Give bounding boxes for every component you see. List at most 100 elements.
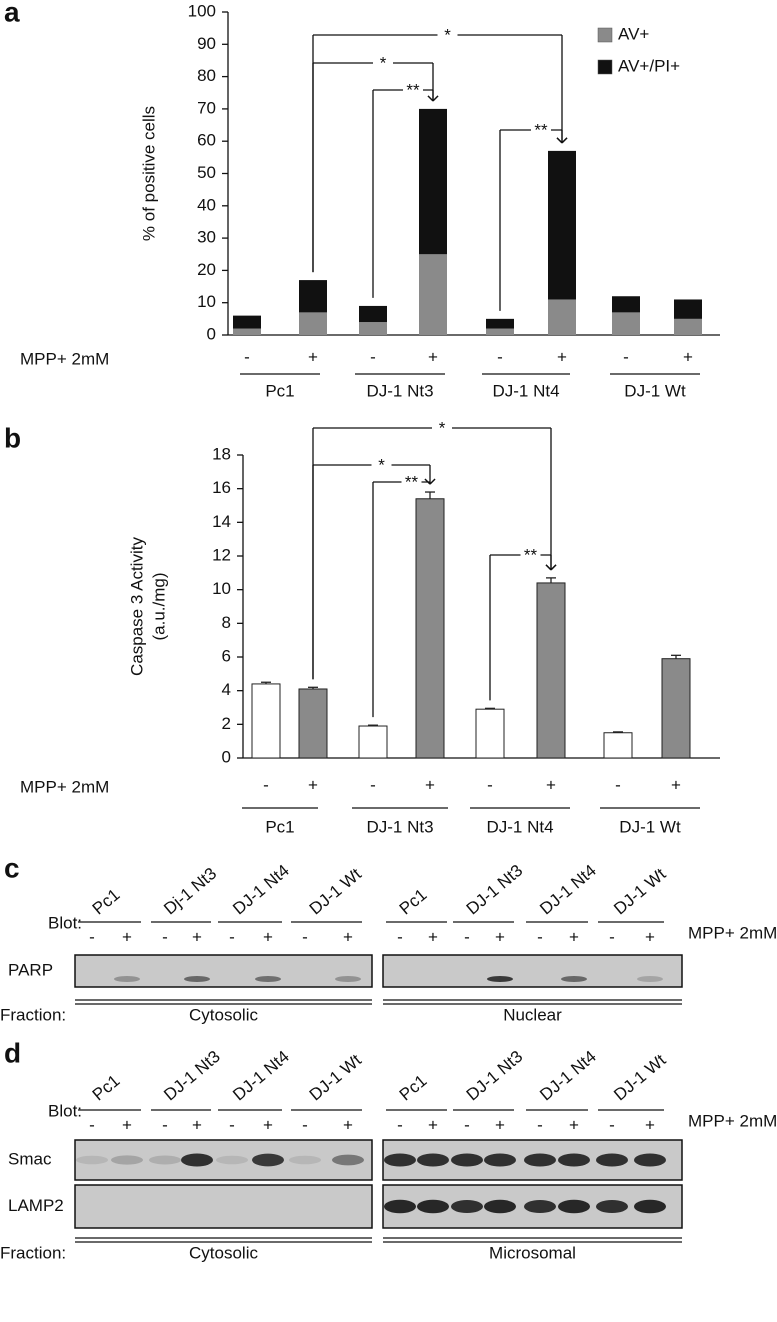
lane-sign: + bbox=[122, 927, 132, 946]
lane-sign: - bbox=[464, 1115, 470, 1134]
lane-sign: + bbox=[263, 1115, 273, 1134]
y-tick-label: 18 bbox=[212, 444, 231, 463]
legend-label: AV+/PI+ bbox=[618, 56, 680, 75]
y-tick-label: 30 bbox=[197, 228, 216, 247]
band bbox=[181, 1153, 213, 1167]
y-tick-label: 4 bbox=[222, 680, 231, 699]
lane-group-label: DJ-1 Nt3 bbox=[463, 861, 527, 919]
treatment-label: MPP+ 2mM bbox=[688, 1111, 777, 1130]
band bbox=[332, 1154, 364, 1166]
lane-sign: - bbox=[89, 1115, 95, 1134]
annotation-bg bbox=[437, 28, 458, 42]
bar bbox=[536, 582, 566, 759]
fraction-label: Fraction: bbox=[0, 1005, 66, 1024]
band bbox=[289, 1155, 321, 1165]
band bbox=[634, 1199, 666, 1214]
blot-box bbox=[74, 954, 373, 988]
significance-label: * bbox=[439, 418, 446, 437]
band bbox=[524, 1153, 556, 1167]
bar-segment bbox=[233, 315, 261, 329]
legend-label: AV+ bbox=[618, 24, 649, 43]
band bbox=[384, 1153, 416, 1167]
annotation-bg bbox=[371, 458, 392, 472]
band bbox=[596, 1199, 628, 1214]
error-bar bbox=[308, 686, 318, 689]
lane-group-label: DJ-1 Nt4 bbox=[536, 1047, 600, 1105]
band bbox=[484, 1199, 516, 1214]
group-label: DJ-1 Nt3 bbox=[366, 817, 433, 836]
band bbox=[417, 1153, 449, 1167]
significance-label: ** bbox=[524, 545, 538, 564]
y-tick-label: 16 bbox=[212, 478, 231, 497]
annotation-bg bbox=[531, 123, 551, 137]
y-tick-label: 70 bbox=[197, 98, 216, 117]
bar-segment bbox=[359, 322, 387, 335]
error-bar bbox=[261, 681, 271, 684]
significance-label: ** bbox=[534, 120, 548, 139]
lane-group-label: DJ-1 Wt bbox=[306, 864, 365, 918]
annotation-bg bbox=[432, 421, 452, 435]
x-axis-label: MPP+ 2mM bbox=[20, 349, 109, 368]
lane-sign: - bbox=[229, 1115, 235, 1134]
x-tick-label: - bbox=[615, 775, 621, 794]
y-tick-label: 0 bbox=[222, 747, 231, 766]
y-tick-label: 12 bbox=[212, 545, 231, 564]
bracket-line bbox=[545, 564, 552, 571]
lane-sign: + bbox=[428, 1115, 438, 1134]
bar bbox=[358, 725, 388, 759]
lane-group-label: DJ-1 Nt4 bbox=[229, 861, 293, 919]
band bbox=[417, 1199, 449, 1214]
bracket-line bbox=[556, 137, 563, 144]
panel-letter: a bbox=[4, 0, 20, 27]
lane-sign: - bbox=[162, 927, 168, 946]
bar-segment bbox=[674, 299, 702, 319]
bar-segment bbox=[612, 312, 640, 335]
x-tick-label: - bbox=[263, 775, 269, 794]
protein-label: PARP bbox=[8, 960, 53, 979]
band bbox=[76, 1155, 108, 1165]
y-tick-label: 40 bbox=[197, 195, 216, 214]
lane-group-label: DJ-1 Nt4 bbox=[229, 1047, 293, 1105]
error-bar bbox=[671, 654, 681, 659]
lane-sign: + bbox=[428, 927, 438, 946]
annotation-bg bbox=[401, 475, 422, 489]
band bbox=[252, 1153, 284, 1167]
x-tick-label: - bbox=[497, 347, 503, 366]
band bbox=[596, 1153, 628, 1167]
y-tick-label: 60 bbox=[197, 131, 216, 150]
bracket-line bbox=[427, 95, 434, 102]
lane-sign: + bbox=[263, 927, 273, 946]
annotation-bg bbox=[520, 548, 541, 562]
lane-group-label: Pc1 bbox=[396, 1071, 431, 1104]
lane-sign: - bbox=[302, 1115, 308, 1134]
bar-segment bbox=[419, 254, 447, 335]
x-tick-label: + bbox=[546, 775, 556, 794]
x-tick-label: + bbox=[683, 347, 693, 366]
bracket-line bbox=[561, 137, 568, 144]
bar-segment bbox=[359, 305, 387, 323]
lane-sign: + bbox=[495, 1115, 505, 1134]
bar bbox=[661, 658, 691, 759]
significance-label: ** bbox=[406, 80, 420, 99]
lane-sign: + bbox=[122, 1115, 132, 1134]
band bbox=[335, 976, 361, 982]
lane-group-label: Dj-1 Nt3 bbox=[160, 864, 220, 919]
lane-group-label: DJ-1 Nt4 bbox=[536, 861, 600, 919]
lane-sign: + bbox=[645, 927, 655, 946]
x-tick-label: + bbox=[557, 347, 567, 366]
fraction-name: Nuclear bbox=[503, 1005, 562, 1024]
x-tick-label: - bbox=[623, 347, 629, 366]
annotation-bg bbox=[403, 83, 423, 97]
lane-sign: + bbox=[343, 1115, 353, 1134]
bar bbox=[475, 708, 505, 759]
bracket-line bbox=[550, 564, 557, 571]
lane-sign: - bbox=[162, 1115, 168, 1134]
y-tick-label: 0 bbox=[207, 324, 216, 343]
error-bar bbox=[546, 577, 556, 583]
y-tick-label: 90 bbox=[197, 34, 216, 53]
fraction-name: Microsomal bbox=[489, 1243, 576, 1262]
panel-letter: c bbox=[4, 852, 20, 883]
protein-label: Smac bbox=[8, 1149, 52, 1168]
lane-group-label: DJ-1 Nt3 bbox=[160, 1047, 224, 1105]
band bbox=[149, 1155, 181, 1165]
